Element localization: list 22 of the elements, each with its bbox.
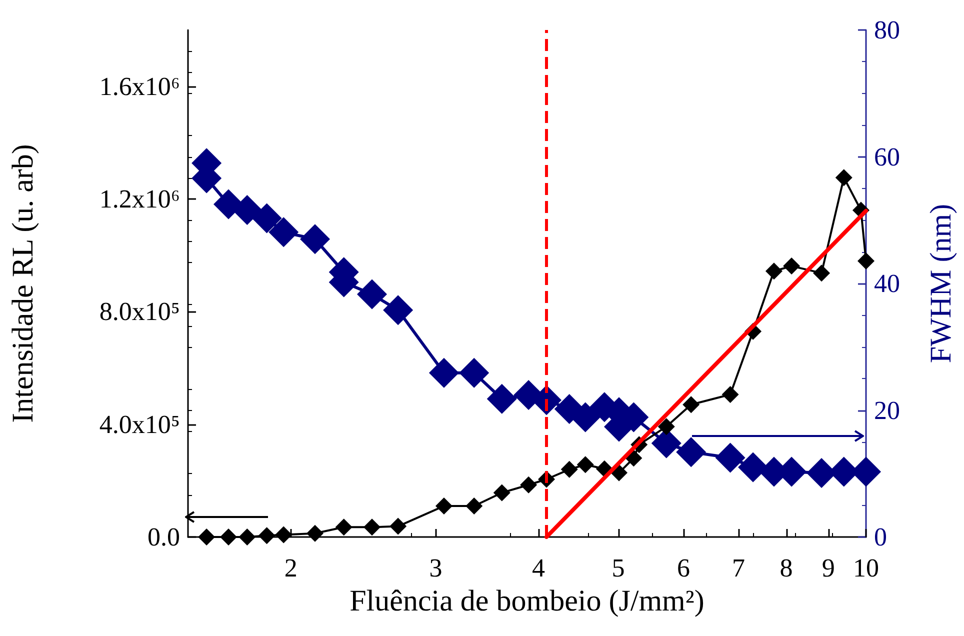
x-tick-label: 2 <box>284 554 298 582</box>
y-tick-label: 1.6x10⁶ <box>99 72 180 101</box>
y2-tick-label: 20 <box>874 396 900 425</box>
x-tick-label: 8 <box>780 554 793 582</box>
y-tick-label: 4.0x10⁵ <box>99 410 180 439</box>
y-tick-label: 8.0x10⁵ <box>99 297 180 326</box>
x-tick-label: 6 <box>676 554 690 582</box>
y2-tick-label: 60 <box>874 142 900 172</box>
y2-tick-label: 80 <box>874 16 900 44</box>
y2-tick-label: 40 <box>874 269 900 298</box>
y-tick-label: 0.0 <box>148 522 180 552</box>
y2-axis-title: FWHM (nm) <box>924 204 958 364</box>
x-tick-label: 5 <box>612 554 625 582</box>
x-tick-label: 3 <box>429 554 442 582</box>
x-tick-label: 7 <box>732 554 746 582</box>
x-tick-label: 4 <box>532 554 546 582</box>
x-axis-title: Fluência de bombeio (J/mm²) <box>350 584 704 618</box>
x-tick-label: 9 <box>822 554 835 582</box>
y-axis-title: Intensidade RL (u. arb) <box>6 144 40 423</box>
x-tick-label: 10 <box>853 554 879 582</box>
y-tick-label: 1.2x10⁶ <box>99 184 180 214</box>
y2-tick-label: 0 <box>874 522 887 552</box>
